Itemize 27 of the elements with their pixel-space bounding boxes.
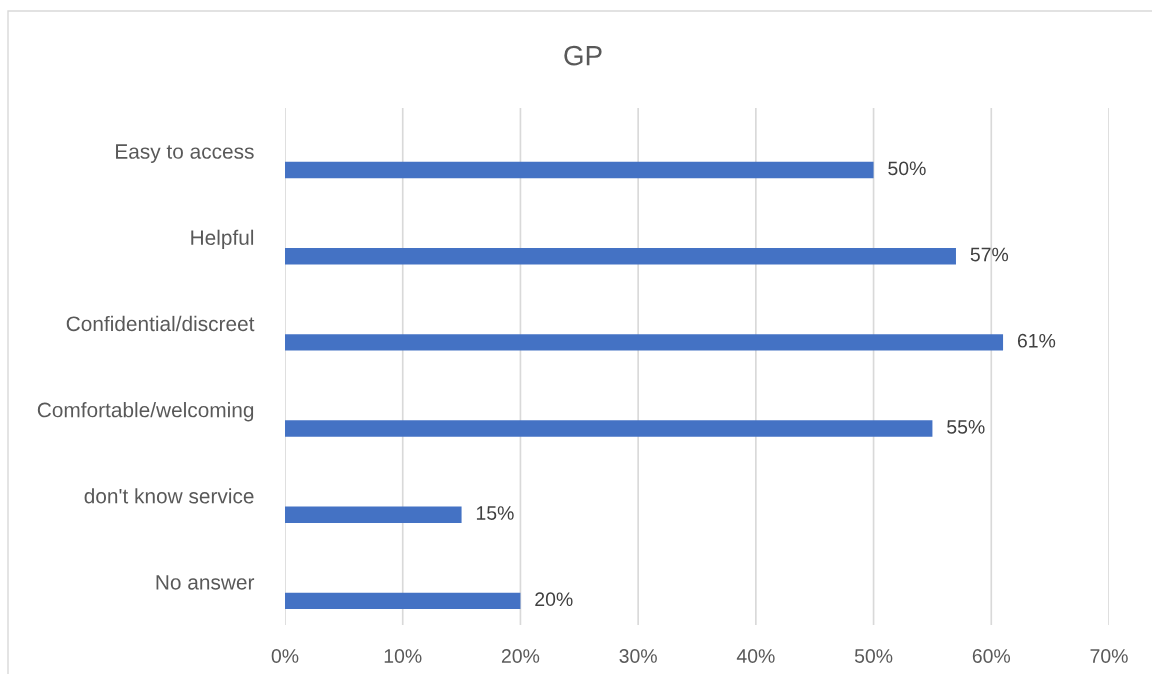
x-tick-label: 10% <box>384 649 422 663</box>
y-tick-label: Confidential/discreet <box>66 315 255 332</box>
x-tick-label: 20% <box>501 649 540 663</box>
y-tick-label: No answer <box>156 575 255 590</box>
x-tick-label: 50% <box>854 649 893 663</box>
bar <box>285 161 874 179</box>
x-tick-label: 40% <box>736 649 775 663</box>
chart-title: GP <box>564 45 602 66</box>
data-label: 15% <box>476 506 514 520</box>
data-label: 20% <box>535 592 573 607</box>
data-label: 57% <box>970 247 1009 262</box>
y-tick-label: Easy to access <box>116 144 254 163</box>
x-tick-label: 0% <box>271 649 299 663</box>
x-tick-label: 70% <box>1090 649 1128 663</box>
bar <box>285 506 462 523</box>
bar <box>285 592 521 610</box>
data-label: 61% <box>1017 333 1056 348</box>
x-tick-label: 60% <box>972 649 1011 663</box>
data-label: 50% <box>888 161 926 176</box>
bar <box>285 334 1004 351</box>
y-tick-label: Comfortable/welcoming <box>37 402 254 422</box>
bar <box>285 420 933 437</box>
y-tick-label: Helpful <box>191 229 254 250</box>
bar <box>285 248 956 265</box>
y-tick-label: don't know service <box>84 488 254 504</box>
x-tick-label: 30% <box>619 649 657 663</box>
data-label: 55% <box>947 420 985 434</box>
